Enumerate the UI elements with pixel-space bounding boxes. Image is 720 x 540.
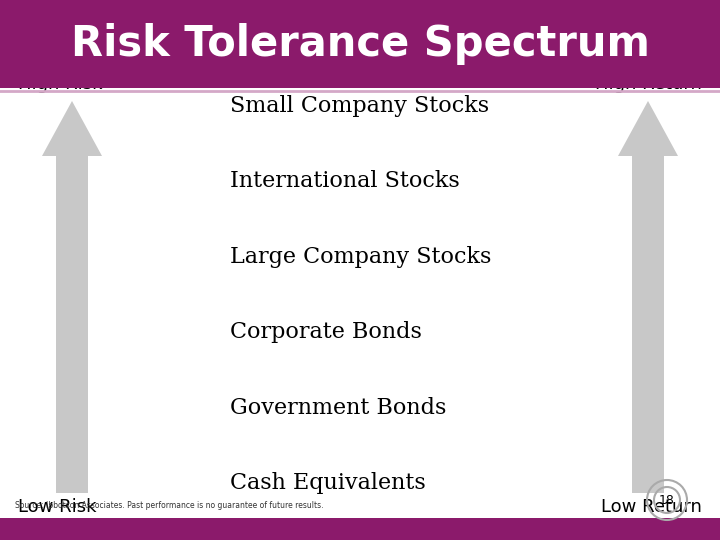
Text: International Stocks: International Stocks (230, 171, 460, 192)
Text: Large Company Stocks: Large Company Stocks (230, 246, 491, 268)
Polygon shape (42, 101, 102, 493)
Text: Low Risk: Low Risk (18, 498, 96, 516)
Text: Government Bonds: Government Bonds (230, 396, 446, 419)
Text: Risk Tolerance Spectrum: Risk Tolerance Spectrum (71, 23, 649, 65)
Bar (0, 518, 720, 540)
Bar (0, 0, 720, 88)
Text: Corporate Bonds: Corporate Bonds (230, 321, 422, 343)
Polygon shape (618, 101, 678, 493)
Text: Cash Equivalents: Cash Equivalents (230, 472, 426, 494)
Text: Source: Ibbotson Associates. Past performance is no guarantee of future results.: Source: Ibbotson Associates. Past perfor… (15, 501, 323, 510)
Text: High Risk: High Risk (18, 75, 102, 93)
Text: 18: 18 (659, 494, 675, 507)
Text: High Return: High Return (595, 75, 702, 93)
Text: Small Company Stocks: Small Company Stocks (230, 95, 489, 117)
Text: Low Return: Low Return (601, 498, 702, 516)
